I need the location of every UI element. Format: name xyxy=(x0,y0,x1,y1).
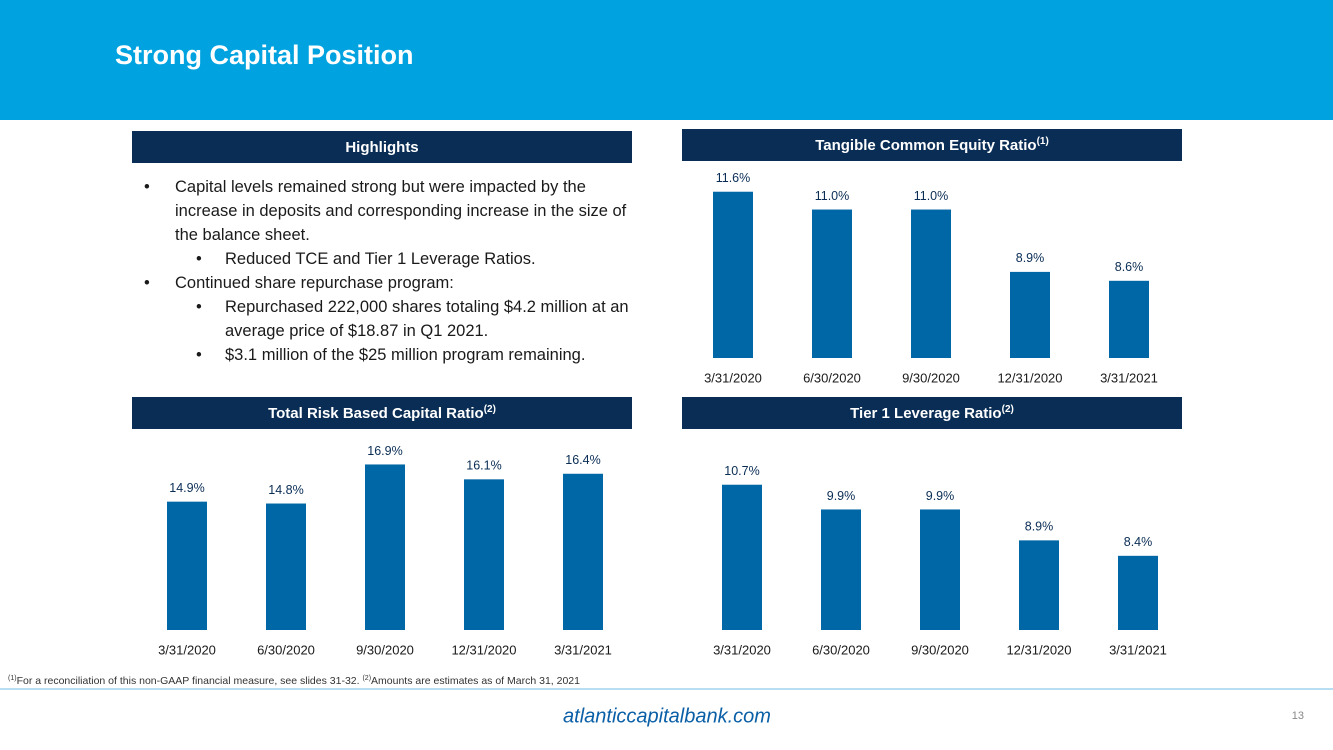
data-label: 11.0% xyxy=(914,189,949,203)
chart-title-note: (1) xyxy=(1037,136,1049,147)
chart-title-text: Tangible Common Equity Ratio xyxy=(815,137,1036,154)
data-label: 10.7% xyxy=(724,464,759,478)
section-header xyxy=(682,129,1182,161)
data-label: 14.8% xyxy=(268,483,303,497)
x-tick-label: 12/31/2020 xyxy=(997,370,1062,385)
x-tick-label: 9/30/2020 xyxy=(356,642,414,657)
bar xyxy=(821,509,861,630)
x-tick-label: 12/31/2020 xyxy=(451,642,516,657)
x-tick-label: 9/30/2020 xyxy=(902,370,960,385)
data-label: 8.6% xyxy=(1115,260,1144,274)
bullet-item: Continued share repurchase program: xyxy=(140,271,630,295)
x-tick-label: 3/31/2020 xyxy=(704,370,762,385)
section-title: Highlights xyxy=(345,139,418,156)
data-label: 8.9% xyxy=(1025,520,1054,534)
header-band xyxy=(0,0,1333,120)
footnote: (1)For a reconciliation of this non-GAAP… xyxy=(8,675,580,687)
x-tick-label: 6/30/2020 xyxy=(803,370,861,385)
data-label: 16.1% xyxy=(466,459,501,473)
bullet-item: $3.1 million of the $25 million program … xyxy=(140,343,630,367)
footnote-text: Amounts are estimates as of March 31, 20… xyxy=(371,675,580,687)
bullet-item: Repurchased 222,000 shares totaling $4.2… xyxy=(140,295,630,343)
data-label: 8.9% xyxy=(1016,251,1045,265)
bar xyxy=(722,484,762,630)
chart-title: Tangible Common Equity Ratio(1) xyxy=(815,136,1049,154)
bar xyxy=(167,501,207,630)
section-header xyxy=(132,131,632,163)
data-label: 11.6% xyxy=(716,171,751,185)
chart-title-note: (2) xyxy=(1002,404,1014,415)
bar xyxy=(1118,555,1158,630)
data-label: 9.9% xyxy=(827,489,856,503)
x-tick-label: 6/30/2020 xyxy=(812,642,870,657)
data-label: 9.9% xyxy=(926,489,955,503)
slide-title: Strong Capital Position xyxy=(115,40,414,70)
x-tick-label: 3/31/2021 xyxy=(554,642,612,657)
chart-title: Tier 1 Leverage Ratio(2) xyxy=(850,404,1014,422)
bar xyxy=(563,473,603,630)
x-tick-label: 3/31/2020 xyxy=(713,642,771,657)
x-tick-label: 12/31/2020 xyxy=(1006,642,1071,657)
bar xyxy=(1019,540,1059,630)
bar xyxy=(920,509,960,630)
chart-title-note: (2) xyxy=(484,404,496,415)
x-tick-label: 3/31/2021 xyxy=(1109,642,1167,657)
bar xyxy=(266,503,306,630)
highlights-list: Capital levels remained strong but were … xyxy=(140,175,630,367)
bar xyxy=(464,479,504,630)
chart-title-text: Tier 1 Leverage Ratio xyxy=(850,405,1001,422)
x-tick-label: 3/31/2021 xyxy=(1100,370,1158,385)
x-tick-label: 3/31/2020 xyxy=(158,642,216,657)
data-label: 11.0% xyxy=(815,189,850,203)
bullet-item: Capital levels remained strong but were … xyxy=(140,175,630,247)
bar xyxy=(1010,271,1050,358)
footer-url: atlanticcapitalbank.com xyxy=(563,705,771,727)
bar xyxy=(911,209,951,358)
data-label: 14.9% xyxy=(169,481,204,495)
x-tick-label: 6/30/2020 xyxy=(257,642,315,657)
bar xyxy=(812,209,852,358)
data-label: 8.4% xyxy=(1124,535,1153,549)
bar xyxy=(365,464,405,630)
page-number: 13 xyxy=(1292,710,1304,722)
x-tick-label: 9/30/2020 xyxy=(911,642,969,657)
data-label: 16.4% xyxy=(565,453,600,467)
section-header xyxy=(682,397,1182,429)
bullet-item: Reduced TCE and Tier 1 Leverage Ratios. xyxy=(140,247,630,271)
footnote-text: For a reconciliation of this non-GAAP fi… xyxy=(17,675,363,687)
bar xyxy=(713,191,753,358)
data-label: 16.9% xyxy=(367,444,402,458)
bar xyxy=(1109,280,1149,358)
footnote-marker: (1) xyxy=(8,675,17,682)
section-header xyxy=(132,397,632,429)
footnote-marker: (2) xyxy=(362,675,371,682)
chart-title: Total Risk Based Capital Ratio(2) xyxy=(268,404,496,422)
chart-title-text: Total Risk Based Capital Ratio xyxy=(268,405,484,422)
